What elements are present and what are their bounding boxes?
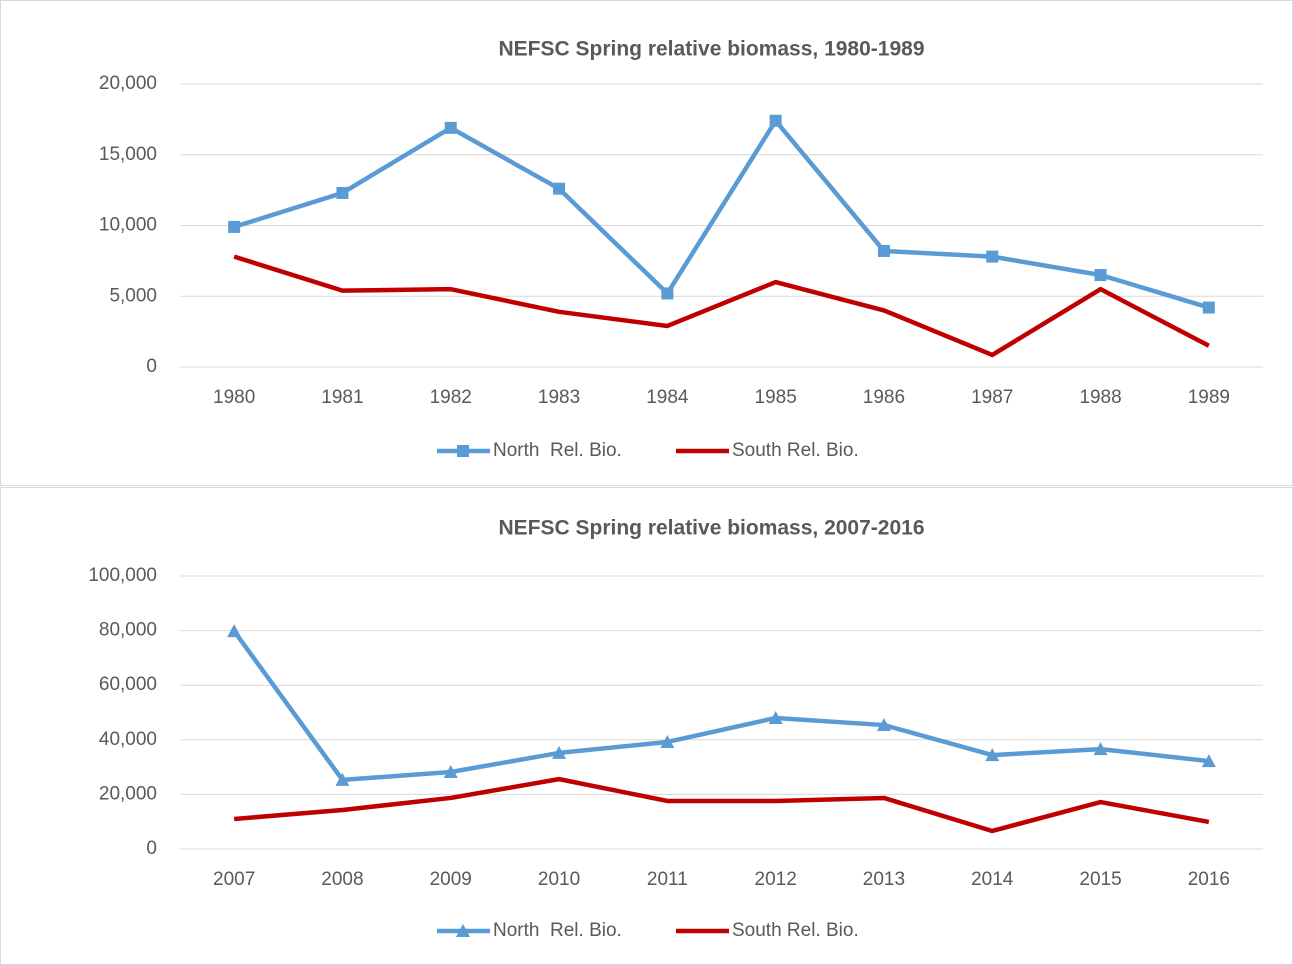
series-line xyxy=(233,776,1210,834)
marker xyxy=(444,121,457,134)
chart-frame xyxy=(0,0,1293,486)
x-tick-label: 2015 xyxy=(1079,869,1121,890)
x-tick-label: 2012 xyxy=(755,869,797,890)
y-tick-label: 20,000 xyxy=(99,73,157,94)
x-tick-label: 1980 xyxy=(213,387,255,408)
legend-label: North Rel. Bio. xyxy=(493,440,622,461)
y-tick-label: 80,000 xyxy=(99,620,157,641)
y-tick-label: 15,000 xyxy=(99,144,157,165)
x-tick-label: 1987 xyxy=(971,387,1013,408)
series-line xyxy=(233,118,1210,310)
legend-label: North Rel. Bio. xyxy=(493,920,622,941)
y-tick-label: 10,000 xyxy=(99,215,157,236)
marker xyxy=(228,220,241,233)
marker xyxy=(553,182,566,195)
x-tick-label: 2009 xyxy=(430,869,472,890)
x-tick-label: 2010 xyxy=(538,869,580,890)
marker xyxy=(986,250,999,263)
x-tick-label: 1988 xyxy=(1079,387,1121,408)
marker xyxy=(1202,301,1215,314)
x-tick-label: 2008 xyxy=(321,869,363,890)
marker xyxy=(335,772,350,786)
y-tick-label: 20,000 xyxy=(99,783,157,804)
series-line xyxy=(232,629,1210,783)
y-tick-label: 0 xyxy=(146,838,157,859)
marker xyxy=(1094,269,1107,282)
marker xyxy=(336,186,349,199)
x-tick-label: 2007 xyxy=(213,869,255,890)
marker xyxy=(1201,754,1216,768)
x-tick-label: 2014 xyxy=(971,869,1014,890)
x-tick-label: 2013 xyxy=(863,869,905,890)
legend-label: South Rel. Bio. xyxy=(732,440,859,461)
y-tick-label: 5,000 xyxy=(109,285,157,306)
marker xyxy=(552,745,567,759)
x-tick-label: 1986 xyxy=(863,387,905,408)
legend-label: South Rel. Bio. xyxy=(732,920,859,941)
x-tick-label: 1989 xyxy=(1188,387,1230,408)
legend-marker xyxy=(456,924,470,937)
chart-title: NEFSC Spring relative biomass, 1980-1989 xyxy=(498,38,924,61)
x-tick-label: 1983 xyxy=(538,387,580,408)
y-tick-label: 0 xyxy=(146,356,157,377)
chart-frame xyxy=(0,487,1293,965)
marker xyxy=(661,287,674,300)
y-tick-label: 60,000 xyxy=(99,674,157,695)
marker xyxy=(227,624,242,638)
x-tick-label: 1984 xyxy=(646,387,689,408)
marker xyxy=(876,718,891,732)
marker xyxy=(985,748,1000,762)
x-tick-label: 2016 xyxy=(1188,869,1230,890)
chart-title: NEFSC Spring relative biomass, 2007-2016 xyxy=(498,517,924,540)
legend-marker xyxy=(457,445,469,457)
marker xyxy=(877,244,890,257)
marker xyxy=(660,734,675,748)
marker xyxy=(1093,742,1108,756)
x-tick-label: 1985 xyxy=(755,387,797,408)
marker xyxy=(769,114,782,127)
y-tick-label: 100,000 xyxy=(88,565,157,586)
x-tick-label: 2011 xyxy=(647,869,688,890)
y-tick-label: 40,000 xyxy=(99,729,157,750)
series-line xyxy=(233,254,1210,358)
marker xyxy=(768,710,783,724)
x-tick-label: 1981 xyxy=(321,387,363,408)
x-tick-label: 1982 xyxy=(430,387,472,408)
marker xyxy=(443,765,458,779)
